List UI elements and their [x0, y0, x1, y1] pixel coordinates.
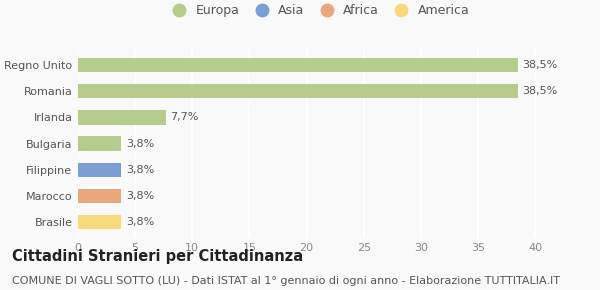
Text: 3,8%: 3,8% — [126, 217, 154, 227]
Text: 3,8%: 3,8% — [126, 191, 154, 201]
Text: 38,5%: 38,5% — [523, 86, 558, 96]
Text: Cittadini Stranieri per Cittadinanza: Cittadini Stranieri per Cittadinanza — [12, 249, 303, 264]
Text: 7,7%: 7,7% — [170, 113, 199, 122]
Text: 38,5%: 38,5% — [523, 60, 558, 70]
Bar — [78, 215, 121, 229]
Bar — [78, 58, 518, 72]
Bar — [78, 162, 121, 177]
Bar — [78, 136, 121, 151]
Text: 3,8%: 3,8% — [126, 139, 154, 148]
Bar — [78, 189, 121, 203]
Legend: Europa, Asia, Africa, America: Europa, Asia, Africa, America — [161, 0, 475, 22]
Bar — [78, 110, 166, 125]
Text: COMUNE DI VAGLI SOTTO (LU) - Dati ISTAT al 1° gennaio di ogni anno - Elaborazion: COMUNE DI VAGLI SOTTO (LU) - Dati ISTAT … — [12, 276, 560, 285]
Text: 3,8%: 3,8% — [126, 165, 154, 175]
Bar — [78, 84, 518, 98]
